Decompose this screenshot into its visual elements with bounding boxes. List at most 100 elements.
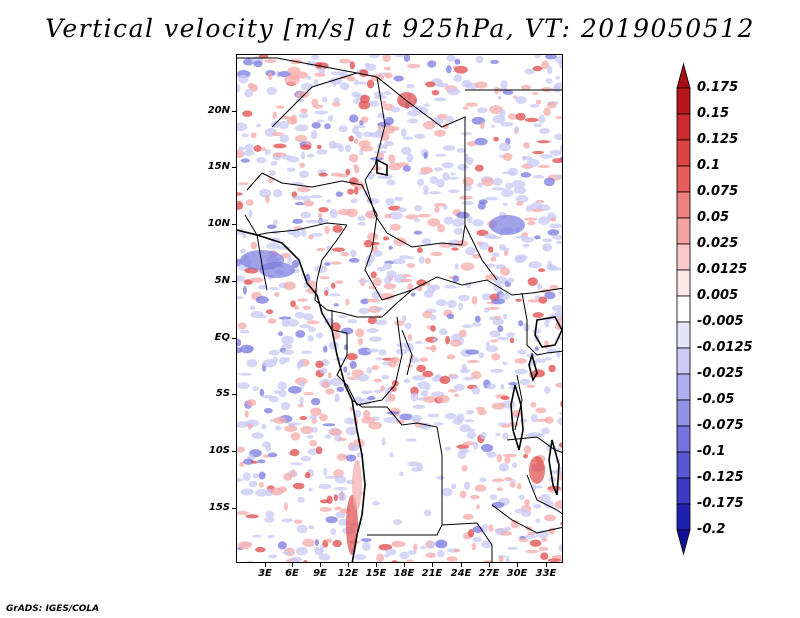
- field-blob: [277, 381, 287, 391]
- field-blob: [541, 60, 550, 70]
- field-blob: [424, 386, 431, 391]
- colorbar-label: 0.005: [697, 288, 739, 303]
- field-blob: [418, 106, 429, 116]
- field-blob: [535, 407, 547, 414]
- field-blob: [338, 145, 344, 153]
- border-line: [364, 179, 463, 248]
- field-blob: [383, 276, 392, 285]
- field-blob: [538, 546, 549, 552]
- field-blob: [278, 316, 292, 320]
- field-blob: [270, 160, 278, 166]
- field-blob: [249, 84, 259, 92]
- field-blob: [534, 55, 541, 59]
- field-blob: [462, 441, 476, 446]
- field-blob: [273, 416, 287, 424]
- border-line: [237, 57, 466, 181]
- colorbar-label: -0.175: [697, 496, 744, 511]
- field-blob: [319, 276, 330, 280]
- lat-label-15s: 15S: [208, 502, 230, 513]
- field-blob: [334, 475, 347, 484]
- field-blob: [504, 456, 511, 464]
- field-blob: [536, 140, 551, 144]
- lat-tick: [232, 338, 236, 339]
- lat-label-10s: 10S: [208, 445, 230, 456]
- field-blob: [360, 390, 373, 395]
- field-blob: [399, 255, 411, 260]
- field-blob: [246, 399, 257, 407]
- field-blob: [467, 140, 477, 147]
- field-blob: [388, 358, 398, 368]
- field-blob: [490, 256, 497, 262]
- border-line: [461, 224, 466, 246]
- field-blob: [474, 81, 488, 89]
- field-blob: [303, 313, 314, 321]
- field-blob: [503, 247, 510, 252]
- field-blob: [350, 198, 358, 204]
- field-blob: [524, 217, 538, 221]
- field-blob: [474, 164, 484, 172]
- field-blob: [252, 534, 262, 538]
- field-blob: [349, 61, 356, 70]
- field-blob: [393, 237, 407, 246]
- field-blob: [502, 152, 513, 162]
- field-blob: [340, 251, 350, 257]
- field-blob: [491, 353, 501, 361]
- field-blob: [435, 539, 448, 549]
- field-blob: [421, 238, 432, 246]
- field-blob: [481, 443, 494, 453]
- field-blob: [299, 324, 311, 329]
- field-blob: [554, 133, 562, 141]
- field-blob: [346, 353, 358, 361]
- field-blob: [407, 333, 413, 342]
- field-blob: [384, 398, 390, 403]
- field-blob: [490, 124, 495, 128]
- field-blob: [544, 320, 550, 328]
- lat-label-5s: 5S: [215, 388, 230, 399]
- field-blob: [423, 289, 434, 298]
- field-blob: [310, 233, 324, 237]
- field-blob: [244, 143, 255, 153]
- field-blob: [492, 177, 503, 186]
- field-blob: [262, 454, 270, 458]
- field-blob: [366, 298, 381, 303]
- field-blob: [300, 380, 305, 389]
- field-blob: [282, 551, 293, 555]
- border-line: [381, 276, 562, 301]
- field-blob: [430, 344, 437, 353]
- field-blob: [420, 166, 433, 174]
- lat-tick: [232, 111, 236, 112]
- field-blob: [331, 101, 341, 107]
- field-blob: [325, 388, 335, 395]
- field-blob: [542, 238, 553, 243]
- field-blob: [306, 75, 312, 80]
- field-blob: [469, 494, 480, 500]
- field-blob: [371, 291, 383, 300]
- field-blob: [453, 393, 459, 397]
- field-blob: [518, 494, 525, 501]
- field-feature: [284, 75, 300, 85]
- field-blob: [339, 82, 350, 91]
- field-blob: [318, 483, 332, 490]
- field-blob: [382, 144, 388, 150]
- field-blob: [250, 277, 264, 283]
- field-blob: [506, 546, 519, 550]
- field-blob: [533, 123, 543, 128]
- field-blob: [297, 298, 308, 302]
- field-blob: [327, 372, 332, 379]
- field-blob: [449, 374, 460, 380]
- field-blob: [500, 531, 512, 536]
- field-blob: [388, 245, 393, 250]
- field-blob: [394, 55, 406, 58]
- field-blob: [457, 302, 463, 311]
- colorbar-segment: [676, 165, 691, 193]
- field-blob: [536, 283, 543, 290]
- field-blob: [366, 348, 379, 353]
- field-blob: [547, 558, 562, 562]
- field-blob: [460, 201, 474, 206]
- field-blob: [311, 55, 319, 61]
- field-blob: [462, 376, 474, 381]
- field-blob: [532, 65, 543, 72]
- field-blob: [491, 187, 506, 191]
- field-blob: [499, 292, 510, 301]
- field-blob: [451, 247, 459, 251]
